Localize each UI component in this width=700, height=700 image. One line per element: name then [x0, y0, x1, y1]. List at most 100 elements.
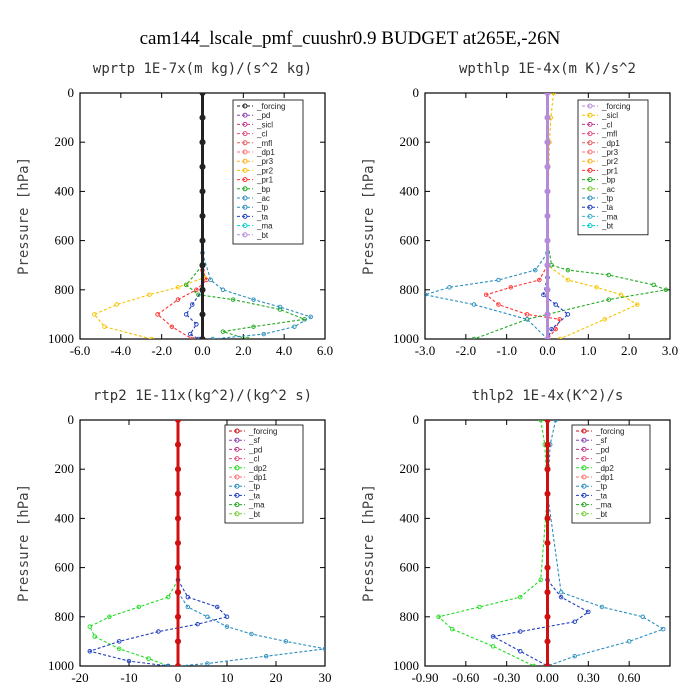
data-point-pr2 — [92, 312, 97, 317]
series-group — [425, 93, 669, 339]
legend-marker — [234, 437, 240, 443]
legend-marker — [587, 195, 593, 201]
y-tick-label: 1000 — [393, 658, 419, 673]
data-point-dp2 — [146, 656, 151, 661]
data-point-pr1 — [484, 292, 489, 297]
data-point-bp — [251, 324, 256, 329]
data-point-tp — [626, 639, 632, 644]
data-point-dp2 — [165, 594, 171, 600]
panel-title: wpthlp 1E-4x(m K)/s^2 — [459, 61, 636, 77]
data-point-ta — [194, 321, 199, 327]
data-point-pr2 — [175, 285, 181, 290]
x-tick-label: 0.0 — [194, 343, 210, 358]
data-point-forcing — [544, 286, 551, 293]
data-point-ta — [549, 326, 554, 332]
legend-entry: _forcing — [595, 427, 624, 436]
legend-marker — [234, 456, 240, 462]
legend-marker — [242, 167, 248, 173]
legend-marker — [234, 446, 240, 452]
data-point-ta — [572, 619, 577, 624]
legend-entry: _dp1 — [595, 473, 614, 482]
data-point-forcing — [544, 441, 551, 448]
data-point-ta — [558, 594, 564, 600]
y-axis-label: Pressure [hPa] — [16, 484, 32, 602]
data-point-forcing — [544, 515, 551, 522]
x-tick-label: -1.0 — [496, 343, 517, 358]
legend-marker — [242, 121, 248, 127]
legend-marker — [242, 186, 248, 192]
data-point-forcing — [174, 515, 182, 522]
panel-title: wprtp 1E-7x(m kg)/(s^2 kg) — [93, 61, 312, 77]
data-point-bp — [663, 287, 669, 293]
x-tick-label: 30 — [319, 670, 332, 685]
legend-entry: _forcing — [248, 427, 277, 436]
data-point-dp2 — [538, 420, 543, 423]
data-point-sicl — [551, 93, 556, 96]
data-point-dp2 — [490, 644, 496, 649]
y-tick-label: 1000 — [393, 331, 419, 346]
data-point-forcing — [199, 188, 206, 195]
data-point-pr1 — [175, 297, 181, 302]
y-tick-label: 200 — [400, 461, 420, 476]
series-line-pr2 — [93, 240, 206, 339]
legend-marker — [587, 158, 593, 164]
legend-marker — [242, 158, 248, 164]
x-tick-label: 0 — [175, 670, 182, 685]
x-tick-label: -4.0 — [111, 343, 132, 358]
data-point-ta — [165, 663, 171, 666]
legend-marker — [242, 149, 248, 155]
data-point-pr2 — [147, 292, 152, 297]
x-tick-label: 2.0 — [621, 343, 637, 358]
data-point-forcing — [544, 335, 551, 339]
x-tick-label: 0.30 — [577, 670, 600, 685]
legend-marker — [587, 186, 593, 192]
data-point-pr1 — [169, 324, 175, 329]
chart-panels: wprtp 1E-7x(m kg)/(s^2 kg) Pressure [hPa]… — [16, 61, 678, 685]
data-point-tp — [599, 604, 605, 610]
legend-entry: _cl — [601, 120, 612, 129]
legend-entry: _ma — [595, 501, 612, 510]
legend-marker — [581, 511, 587, 517]
legend-entry: _ac — [601, 185, 615, 194]
data-point-tp — [660, 626, 666, 632]
data-point-ta — [156, 629, 161, 634]
data-point-sicl — [618, 292, 624, 297]
legend-entry: _cl — [595, 455, 606, 464]
y-tick-label: 400 — [55, 183, 75, 198]
data-point-pr1 — [190, 336, 195, 339]
legend-marker — [587, 131, 593, 137]
data-point-forcing — [199, 311, 206, 318]
x-tick-label: 3.0 — [662, 343, 678, 358]
x-tick-label: -2.0 — [456, 343, 477, 358]
legend-marker — [587, 204, 593, 210]
legend-marker — [587, 121, 593, 127]
data-point-ta — [518, 629, 523, 634]
series-line-tp — [546, 420, 665, 666]
legend-marker — [587, 213, 593, 219]
data-point-ta — [183, 312, 189, 317]
panel-title: thlp2 1E-4x(K^2)/s — [472, 388, 624, 404]
data-point-forcing — [199, 237, 206, 244]
data-point-ta — [518, 648, 523, 654]
legend-entry: _tp — [601, 194, 614, 203]
data-point-tp — [308, 314, 313, 320]
data-point-dp2 — [518, 594, 523, 600]
data-point-tp — [572, 653, 577, 659]
series-group — [92, 93, 313, 339]
data-point-bp — [606, 297, 612, 302]
data-point-tp — [224, 624, 230, 629]
y-tick-label: 200 — [55, 134, 75, 149]
legend-entry: _sicl — [256, 120, 273, 129]
data-point-pr1 — [204, 277, 209, 283]
data-point-ta — [541, 292, 546, 297]
data-point-tp — [251, 297, 256, 302]
chart-panel-4: thlp2 1E-4x(K^2)/s Pressure [hPa] -0.90 -0.… — [361, 388, 671, 685]
x-tick-label: -0.90 — [411, 670, 438, 685]
x-tick-label: -2.0 — [151, 343, 172, 358]
data-point-forcing — [544, 638, 551, 645]
data-point-ta — [586, 609, 591, 615]
x-tick-label: 0.00 — [536, 670, 559, 685]
legend-entry: _dp2 — [595, 464, 614, 473]
data-point-dp2 — [116, 646, 122, 652]
data-point-pr2 — [102, 324, 107, 329]
